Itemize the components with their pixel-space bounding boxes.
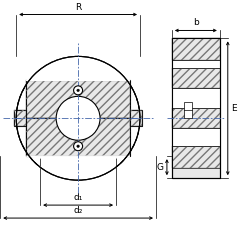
Bar xyxy=(172,146,220,168)
Bar xyxy=(26,80,130,118)
Bar xyxy=(172,38,220,178)
Bar xyxy=(26,118,130,156)
Text: b: b xyxy=(193,18,199,28)
Bar xyxy=(26,80,130,118)
Text: E: E xyxy=(231,104,236,113)
Circle shape xyxy=(56,96,100,140)
Circle shape xyxy=(74,86,82,95)
Bar xyxy=(172,38,220,178)
Bar xyxy=(26,118,130,156)
Bar xyxy=(172,38,220,60)
Bar xyxy=(172,146,220,168)
Polygon shape xyxy=(26,56,130,80)
Circle shape xyxy=(77,89,80,92)
Bar xyxy=(172,88,220,108)
Text: R: R xyxy=(75,2,81,12)
Text: G: G xyxy=(157,163,164,172)
Bar xyxy=(172,108,220,128)
Circle shape xyxy=(74,142,82,151)
Circle shape xyxy=(77,145,80,148)
Bar xyxy=(130,110,142,126)
Bar xyxy=(130,110,142,126)
Bar xyxy=(14,110,26,126)
Bar xyxy=(14,110,26,126)
Bar xyxy=(172,60,220,68)
Text: d₂: d₂ xyxy=(74,206,83,215)
Bar xyxy=(172,128,220,146)
Bar xyxy=(184,102,192,118)
Text: d₁: d₁ xyxy=(74,193,83,202)
Bar xyxy=(172,108,220,128)
Polygon shape xyxy=(26,156,130,180)
Bar xyxy=(172,38,220,60)
Bar xyxy=(172,68,220,88)
Bar xyxy=(172,68,220,88)
